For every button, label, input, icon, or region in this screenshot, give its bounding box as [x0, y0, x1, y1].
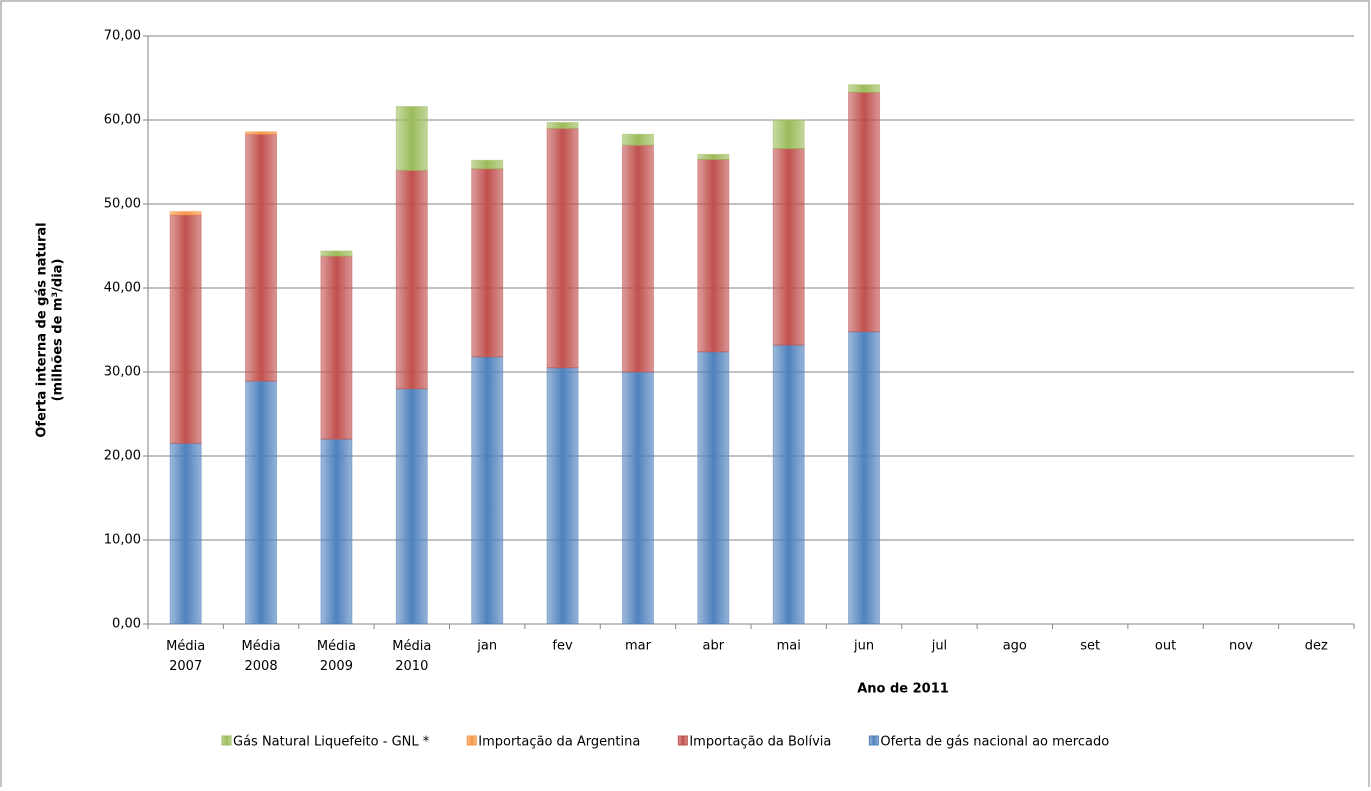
x-tick-label: mar: [625, 639, 652, 654]
legend-label: Importação da Argentina: [478, 735, 640, 750]
legend-swatch: [466, 735, 477, 746]
x-tick-label: out: [1155, 639, 1176, 654]
bar-segment: [395, 169, 428, 390]
legend-label: Importação da Bolívia: [689, 735, 831, 750]
x-axis-title: Ano de 2011: [857, 682, 949, 697]
legend-swatch: [868, 735, 879, 746]
bar-segment: [697, 158, 730, 353]
bar-segment: [546, 122, 579, 129]
y-tick-label: 60,00: [104, 113, 141, 128]
legend-label: Oferta de gás nacional ao mercado: [880, 735, 1109, 750]
x-tick-label: jul: [931, 639, 947, 654]
bar-segment: [320, 255, 353, 440]
bar-segment: [169, 214, 202, 444]
x-tick-label: jun: [853, 639, 874, 654]
x-tick-label: set: [1080, 639, 1100, 654]
bar-segment: [471, 159, 504, 170]
x-tick-label: jan: [476, 639, 497, 654]
legend-swatch: [221, 735, 232, 746]
y-tick-label: 70,00: [104, 29, 141, 44]
bar-segment: [245, 380, 278, 625]
bar-segment: [697, 351, 730, 625]
bar-segment: [848, 91, 881, 333]
x-tick-label: nov: [1229, 639, 1253, 654]
bar-segment: [169, 442, 202, 625]
bar-segment: [772, 148, 805, 346]
x-tick-label: Média 2009: [317, 639, 356, 674]
y-tick-label: 30,00: [104, 365, 141, 380]
bar-segment: [621, 144, 654, 373]
bar-segment: [169, 211, 202, 216]
y-tick-label: 10,00: [104, 533, 141, 548]
x-tick-label: ago: [1003, 639, 1027, 654]
legend-swatch: [677, 735, 688, 746]
bar-segment: [546, 367, 579, 625]
bar-segment: [546, 127, 579, 369]
bar-segment: [471, 356, 504, 625]
bar-segment: [320, 250, 353, 257]
bar-segment: [621, 133, 654, 146]
bar-segment: [395, 388, 428, 625]
bar-segment: [395, 106, 428, 171]
y-axis-title: Oferta interna de gás natural: [35, 222, 50, 437]
x-tick-label: Média 2008: [242, 639, 281, 674]
y-axis-title: (milhões de m³/dia): [51, 259, 66, 402]
y-tick-label: 40,00: [104, 281, 141, 296]
y-tick-label: 20,00: [104, 449, 141, 464]
legend-label: Gás Natural Liquefeito - GNL *: [233, 735, 430, 750]
bar-segment: [245, 133, 278, 382]
bar-segment: [471, 168, 504, 358]
y-tick-label: 50,00: [104, 197, 141, 212]
x-tick-label: Média 2010: [392, 639, 431, 674]
bar-segment: [697, 153, 730, 160]
x-tick-label: fev: [552, 639, 573, 654]
x-tick-label: mai: [777, 639, 801, 654]
y-tick-label: 0,00: [112, 617, 141, 632]
x-tick-label: dez: [1305, 639, 1328, 654]
bar-segment: [848, 84, 881, 93]
bar-segment: [320, 438, 353, 625]
bar-segment: [848, 331, 881, 625]
bar-segment: [245, 131, 278, 135]
x-tick-label: Média 2007: [166, 639, 205, 674]
x-tick-label: abr: [703, 639, 725, 654]
bar-segment: [772, 119, 805, 150]
bar-segment: [621, 371, 654, 625]
bar-segment: [772, 344, 805, 625]
